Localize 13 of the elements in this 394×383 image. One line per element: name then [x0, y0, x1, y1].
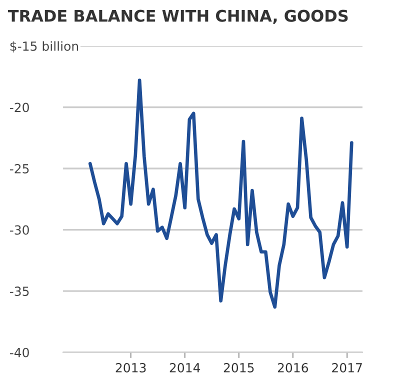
y-tick-label: -20 — [10, 102, 29, 112]
x-tick-label: 2014 — [170, 362, 200, 372]
y-tick-label: -35 — [10, 286, 29, 296]
x-tick-label: 2013 — [116, 362, 146, 372]
y-tick-label: -40 — [10, 348, 29, 358]
x-tick-label: 2016 — [278, 362, 308, 372]
y-tick-label: -25 — [10, 164, 29, 174]
chart-title: TRADE BALANCE WITH CHINA, GOODS — [8, 10, 348, 24]
y-tick-label: $-15 billion — [10, 41, 78, 53]
y-tick-label: -30 — [10, 225, 29, 235]
line-series — [88, 78, 354, 309]
x-tick-label: 2015 — [224, 362, 254, 372]
x-tick-label: 2017 — [332, 362, 362, 372]
